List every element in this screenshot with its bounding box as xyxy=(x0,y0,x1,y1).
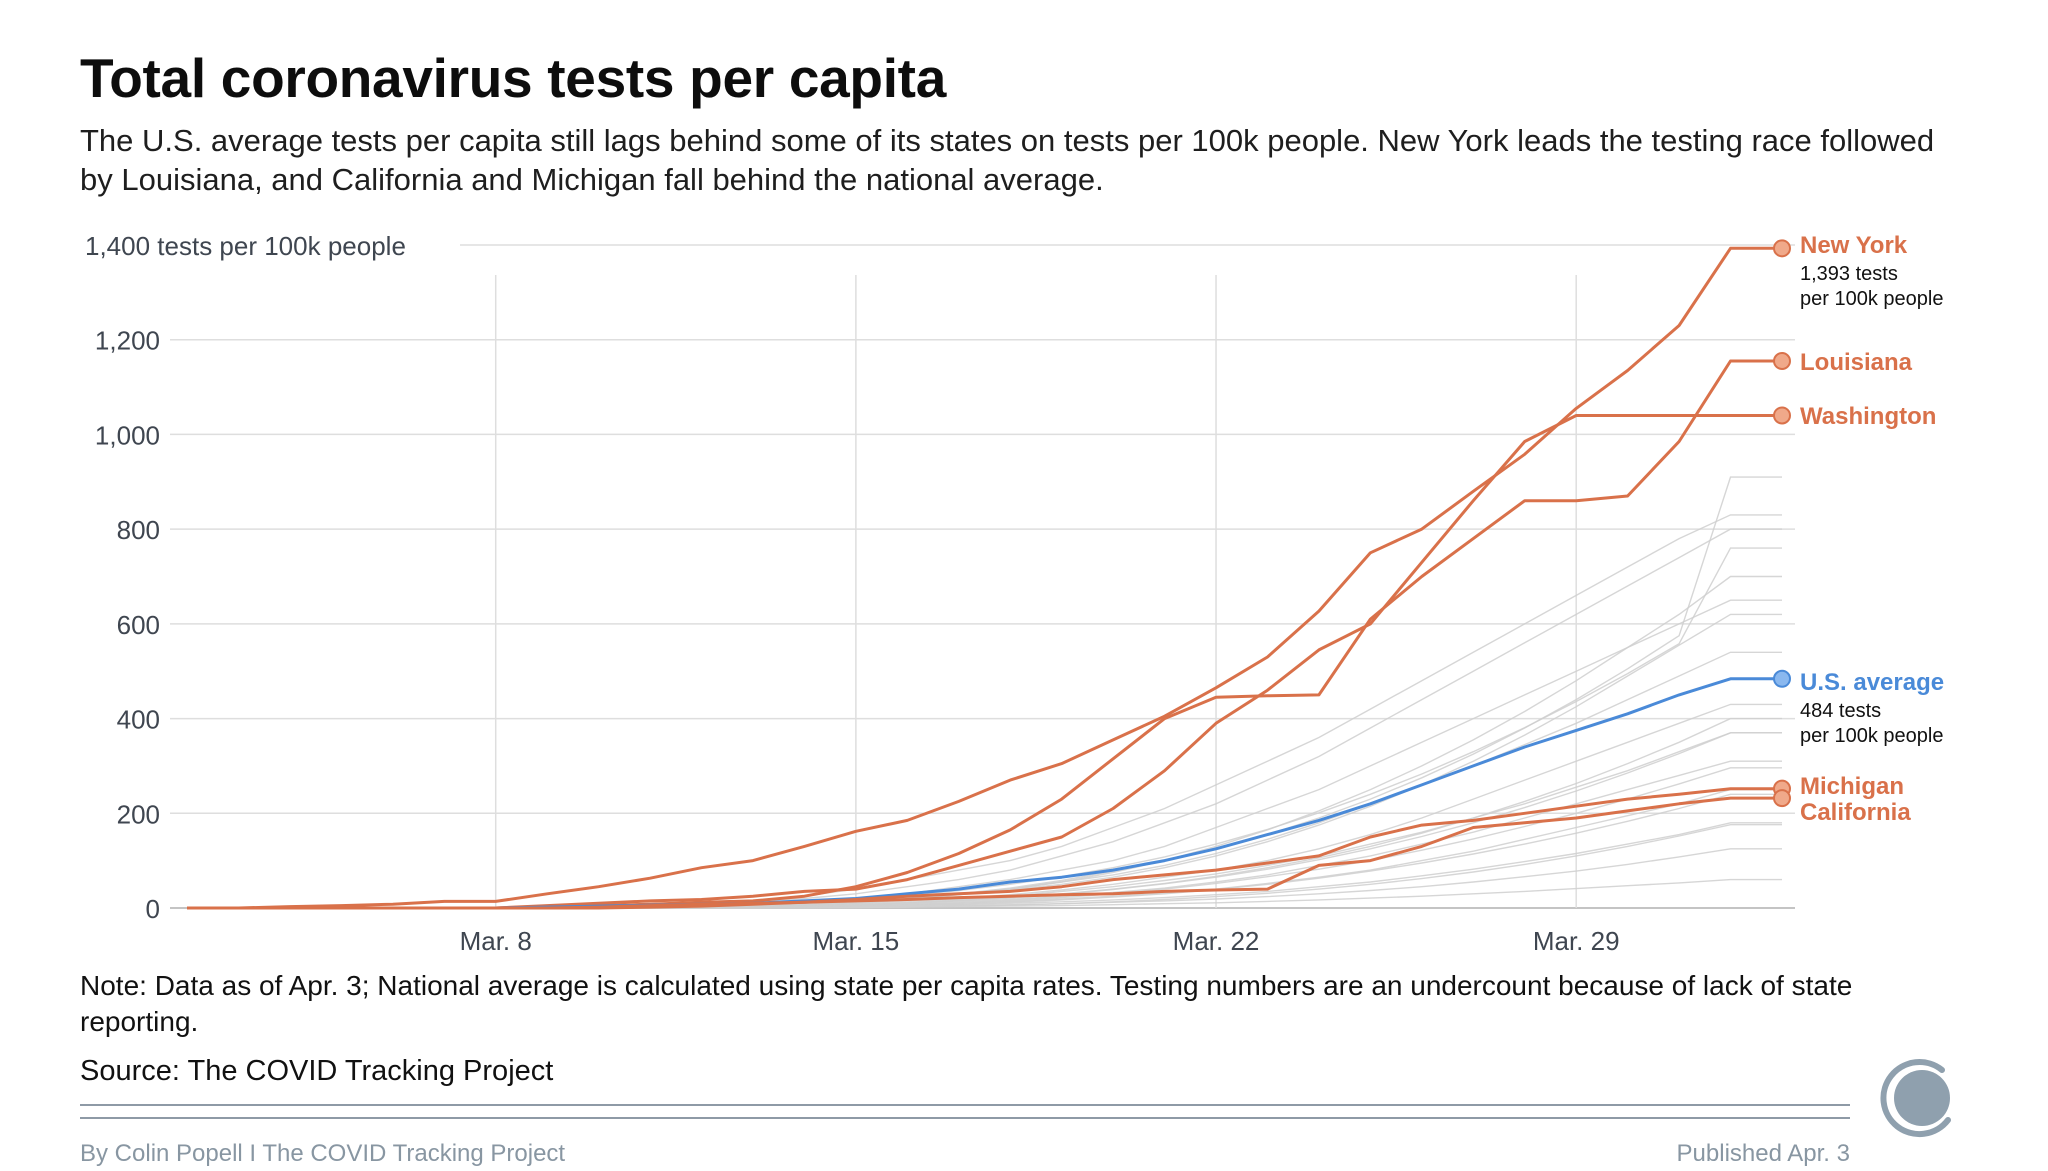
state-line xyxy=(187,703,1782,909)
california-label: California xyxy=(1800,799,1911,826)
annotation-line: 1,393 tests xyxy=(1800,263,1898,285)
covid-tracking-project-logo xyxy=(1880,1059,1951,1138)
x-tick-label: Mar. 22 xyxy=(1173,926,1260,956)
state-line xyxy=(187,547,1782,909)
state-line xyxy=(187,476,1782,909)
series-labels: New York 1,393 tests per 100k people Louisi… xyxy=(1800,232,1944,826)
axis-labels: 0 200 400 600 800 1,000 1,200 1,400 tests per 1… xyxy=(85,231,1620,956)
other-states-lines xyxy=(187,476,1782,909)
u-s-average-label: U.S. average xyxy=(1800,669,1944,696)
new-york-endpoint xyxy=(1773,239,1791,258)
new-york-label: New York xyxy=(1800,232,1908,259)
annotation-line: 484 tests xyxy=(1800,700,1881,722)
chart-subtitle: The U.S. average tests per capita still … xyxy=(80,123,1935,197)
x-tick-label: Mar. 8 xyxy=(460,926,532,956)
state-line xyxy=(187,514,1782,909)
y-tick-label: 1,200 xyxy=(95,326,160,356)
annotation-line: per 100k people xyxy=(1800,288,1943,310)
divider-rule xyxy=(80,1104,1850,1106)
new-york-line xyxy=(187,246,1782,910)
u-s-average-annotation: 484 tests per 100k people xyxy=(1800,700,1943,747)
y-tick-label: 200 xyxy=(117,799,160,829)
louisiana-line xyxy=(187,359,1782,910)
published-date: Published Apr. 3 xyxy=(1676,1140,1850,1167)
annotation-line: per 100k people xyxy=(1800,725,1943,747)
new-york-annotation: 1,393 tests per 100k people xyxy=(1800,263,1943,310)
y-tick-label: 800 xyxy=(117,515,160,545)
state-line xyxy=(187,613,1782,909)
byline: By Colin Popell I The COVID Tracking Pro… xyxy=(80,1140,566,1167)
divider-rule xyxy=(80,1117,1850,1119)
chart-note: Note: Data as of Apr. 3; National averag… xyxy=(80,970,1853,1037)
louisiana-endpoint xyxy=(1773,352,1791,371)
u-s-average-endpoint xyxy=(1773,669,1791,688)
state-line xyxy=(187,651,1782,909)
x-tick-label: Mar. 29 xyxy=(1533,926,1620,956)
y-tick-label: 0 xyxy=(146,894,160,924)
washington-label: Washington xyxy=(1800,403,1936,430)
louisiana-label: Louisiana xyxy=(1800,349,1913,376)
washington-line xyxy=(187,414,1782,910)
chart-source: Source: The COVID Tracking Project xyxy=(80,1055,554,1087)
u-s-average-line xyxy=(187,677,1782,910)
y-tick-label: 1,000 xyxy=(95,420,160,450)
y-tick-label: 600 xyxy=(117,610,160,640)
chart-title: Total coronavirus tests per capita xyxy=(80,47,946,109)
highlighted-lines xyxy=(187,239,1791,910)
michigan-label: Michigan xyxy=(1800,773,1904,800)
california-endpoint xyxy=(1773,789,1791,808)
washington-endpoint xyxy=(1773,406,1791,425)
california-line xyxy=(187,796,1782,910)
y-tick-label: 400 xyxy=(117,705,160,735)
y-tick-label: 1,400 tests per 100k people xyxy=(85,231,406,261)
x-tick-label: Mar. 15 xyxy=(813,926,900,956)
